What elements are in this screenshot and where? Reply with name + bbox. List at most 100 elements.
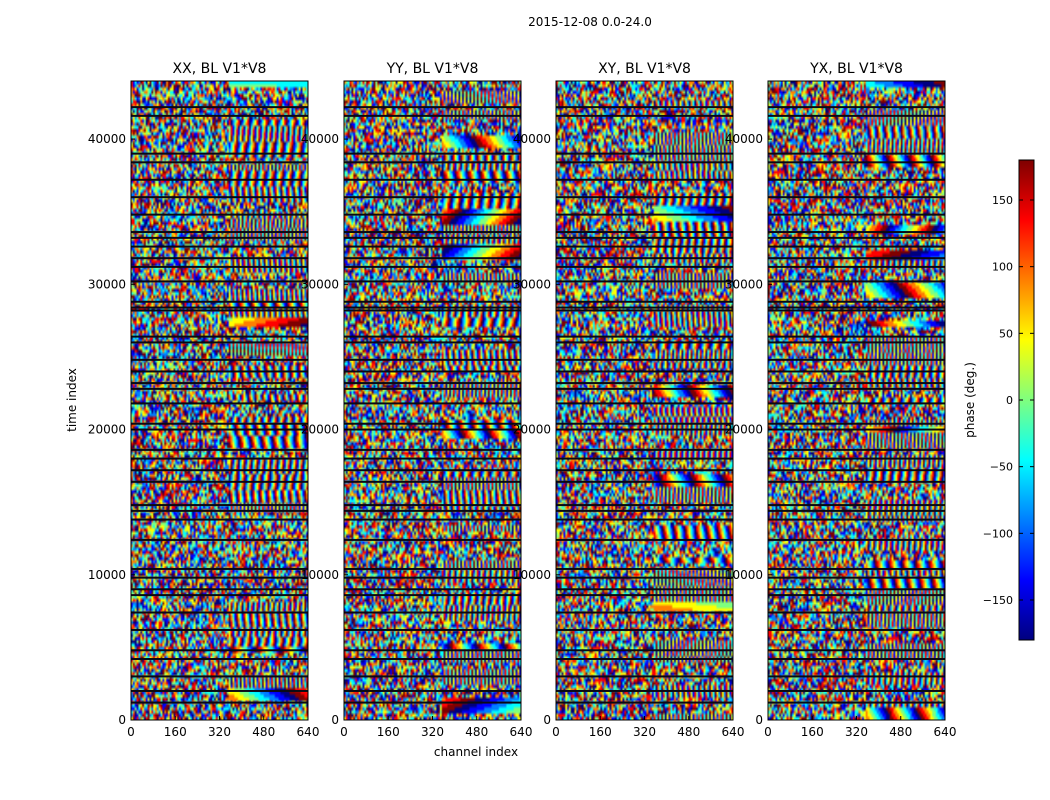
flagged-gap-row xyxy=(556,428,733,431)
flagged-gap-row xyxy=(344,387,521,390)
flagged-gap-row xyxy=(556,689,733,692)
flagged-gap-row xyxy=(344,509,521,512)
flagged-gap-row xyxy=(556,161,733,164)
panel-title: XY, BL V1*V8 xyxy=(598,61,691,77)
flagged-gap-row xyxy=(344,341,521,344)
flagged-gap-row xyxy=(768,457,945,460)
flagged-gap-row xyxy=(344,689,521,692)
flagged-gap-row xyxy=(556,236,733,239)
flagged-gap-row xyxy=(768,300,945,303)
flagged-gap-row xyxy=(556,106,733,109)
flagged-gap-row xyxy=(768,675,945,678)
flagged-gap-row xyxy=(131,689,308,692)
flagged-gap-row xyxy=(556,257,733,260)
flagged-gap-row xyxy=(556,358,733,361)
x-tick-label: 0 xyxy=(127,725,135,739)
flagged-gap-row xyxy=(556,588,733,591)
colorbar-label: phase (deg.) xyxy=(963,362,977,438)
panel-title: YX, BL V1*V8 xyxy=(809,61,903,77)
x-tick-label: 480 xyxy=(252,725,275,739)
figure-title: 2015-12-08 0.0-24.0 xyxy=(528,15,652,29)
flagged-gap-row xyxy=(131,245,308,248)
flagged-gap-row xyxy=(344,402,521,405)
y-tick-label: 40000 xyxy=(301,132,339,146)
flagged-gap-row xyxy=(768,576,945,579)
flagged-gap-row xyxy=(131,538,308,541)
flagged-gap-row xyxy=(768,448,945,451)
colorbar-tick-label: −150 xyxy=(983,594,1013,607)
flagged-gap-row xyxy=(131,675,308,678)
panel-2: YY, BL V1*V8 0 160 320 480 640 0 10000 20000 3000… xyxy=(301,61,533,739)
flagged-gap-row xyxy=(556,448,733,451)
flagged-gap-row xyxy=(768,611,945,614)
flagged-gap-row xyxy=(768,480,945,483)
flagged-gap-row xyxy=(768,402,945,405)
flagged-gap-row xyxy=(344,245,521,248)
flagged-gap-row xyxy=(556,213,733,216)
flagged-gap-row xyxy=(768,306,945,309)
panel-title: YY, BL V1*V8 xyxy=(386,61,479,77)
flagged-gap-row xyxy=(131,448,308,451)
y-tick-label: 10000 xyxy=(88,568,126,582)
y-tick-label: 0 xyxy=(331,713,339,727)
flagged-gap-row xyxy=(768,335,945,338)
flagged-gap-row xyxy=(768,309,945,312)
flagged-gap-row xyxy=(344,358,521,361)
flagged-gap-row xyxy=(344,236,521,239)
flagged-gap-row xyxy=(768,422,945,425)
flagged-gap-row xyxy=(131,306,308,309)
flagged-gap-row xyxy=(768,236,945,239)
flagged-gap-row xyxy=(556,480,733,483)
y-tick-label: 30000 xyxy=(88,277,126,291)
x-tick-label: 320 xyxy=(421,725,444,739)
flagged-gap-row xyxy=(768,594,945,597)
flagged-gap-row xyxy=(131,280,308,283)
flagged-gap-row xyxy=(131,428,308,431)
flagged-gap-row xyxy=(556,387,733,390)
flagged-gap-row xyxy=(131,422,308,425)
flagged-gap-row xyxy=(131,701,308,704)
flagged-gap-row xyxy=(768,178,945,181)
flagged-gap-row xyxy=(344,701,521,704)
flagged-gap-row xyxy=(344,611,521,614)
flagged-gap-row xyxy=(768,588,945,591)
flagged-gap-row xyxy=(344,576,521,579)
colorbar-tick-label: 0 xyxy=(1006,394,1013,407)
y-tick-label: 10000 xyxy=(725,568,763,582)
flagged-gap-row xyxy=(768,658,945,661)
flagged-gap-row xyxy=(344,309,521,312)
flagged-gap-row xyxy=(768,161,945,164)
flagged-gap-row xyxy=(344,428,521,431)
flagged-gap-row xyxy=(344,518,521,521)
phase-heatmap xyxy=(768,81,945,720)
y-tick-label: 40000 xyxy=(88,132,126,146)
flagged-gap-row xyxy=(131,231,308,234)
flagged-gap-row xyxy=(768,689,945,692)
flagged-gap-row xyxy=(131,152,308,155)
flagged-gap-row xyxy=(556,675,733,678)
flagged-gap-row xyxy=(556,538,733,541)
y-tick-label: 0 xyxy=(543,713,551,727)
flagged-gap-row xyxy=(556,152,733,155)
flagged-gap-row xyxy=(556,306,733,309)
y-tick-label: 20000 xyxy=(88,423,126,437)
flagged-gap-row xyxy=(344,178,521,181)
flagged-gap-row xyxy=(131,387,308,390)
y-tick-label: 40000 xyxy=(725,132,763,146)
flagged-gap-row xyxy=(556,300,733,303)
panel-1: XX, BL V1*V8 0 160 320 480 640 0 10000 20000 3000… xyxy=(88,61,320,739)
flagged-gap-row xyxy=(556,280,733,283)
flagged-gap-row xyxy=(131,161,308,164)
flagged-gap-row xyxy=(768,245,945,248)
flagged-gap-row xyxy=(131,576,308,579)
flagged-gap-row xyxy=(556,701,733,704)
flagged-gap-row xyxy=(131,358,308,361)
flagged-gap-row xyxy=(556,457,733,460)
flagged-gap-row xyxy=(344,231,521,234)
flagged-gap-row xyxy=(131,257,308,260)
flagged-gap-row xyxy=(344,448,521,451)
y-tick-label: 0 xyxy=(755,713,763,727)
flagged-gap-row xyxy=(556,518,733,521)
flagged-gap-row xyxy=(768,628,945,631)
y-tick-label: 10000 xyxy=(513,568,551,582)
